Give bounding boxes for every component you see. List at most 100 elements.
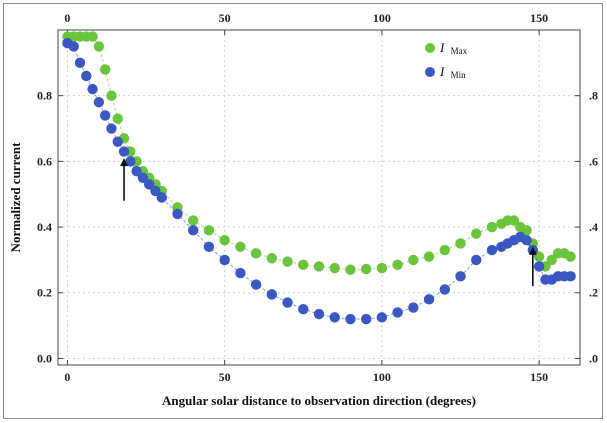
point-min-35 (471, 254, 482, 266)
point-max-24 (298, 259, 309, 271)
point-max-6 (99, 64, 111, 75)
arrow-head-0 (120, 158, 129, 167)
series-points (62, 31, 576, 325)
series-min (62, 37, 576, 325)
point-max-20 (235, 241, 246, 252)
point-min-20 (235, 267, 246, 279)
point-min-24 (298, 303, 309, 315)
x-tick-label-0: 0 (64, 370, 70, 384)
point-min-5 (93, 97, 105, 108)
right-tick-label-1: .6 (589, 154, 598, 168)
point-max-21 (250, 248, 262, 259)
point-max-5 (93, 41, 105, 52)
point-min-4 (87, 83, 98, 95)
y-tick-label-3: 0.6 (37, 154, 52, 168)
point-min-8 (112, 136, 123, 147)
legend-label-min-name: I (439, 64, 445, 79)
point-max-22 (266, 253, 278, 264)
point-max-45 (546, 254, 557, 266)
legend-label-max-sub: Max (451, 46, 468, 56)
y-tick-label-0: 0.0 (37, 351, 52, 365)
point-min-7 (106, 123, 117, 134)
point-min-36 (486, 244, 498, 256)
point-max-35 (471, 228, 482, 239)
point-min-32 (423, 294, 435, 305)
point-max-18 (203, 225, 215, 236)
x-tick-label-2: 100 (373, 370, 391, 384)
point-min-3 (81, 70, 92, 82)
point-max-30 (392, 259, 403, 271)
point-max-41 (521, 225, 532, 236)
tick-labels: 0 0 50 50 100 100 150 150 0.0 0.2 0.4 0.6 0.8 .8 .6 .4.… (37, 11, 598, 384)
point-max-31 (408, 254, 419, 266)
point-min-11 (131, 166, 142, 177)
series-max (62, 31, 576, 275)
legend-marker-max (425, 43, 435, 53)
point-min-43 (533, 261, 545, 272)
right-tick-label-3: .2 (589, 286, 598, 300)
y-axis-title: Normalized current (8, 142, 23, 253)
legend-label-max-name: I (439, 40, 445, 55)
right-tick-label-4: .0 (589, 351, 598, 365)
legend-label-min-sub: Min (451, 70, 467, 80)
point-max-7 (106, 90, 117, 101)
point-max-33 (439, 244, 450, 256)
point-max-28 (360, 263, 372, 275)
point-max-8 (112, 113, 123, 124)
point-min-23 (282, 297, 293, 308)
right-tick-label-2: .4 (589, 220, 598, 234)
legend-marker-min (425, 67, 435, 77)
point-min-12 (137, 172, 149, 183)
point-min-2 (74, 57, 86, 69)
point-max-39 (508, 215, 520, 226)
point-max-17 (188, 215, 199, 226)
x-tick-label-3: 150 (530, 370, 548, 384)
series-line-max (67, 36, 571, 271)
top-tick-label-1: 50 (219, 11, 231, 25)
legend: I Max I Min (425, 40, 468, 80)
point-min-13 (143, 179, 155, 190)
point-max-27 (345, 264, 356, 275)
top-tick-label-3: 150 (530, 11, 548, 25)
point-min-18 (203, 241, 215, 252)
point-max-19 (219, 234, 230, 246)
point-min-15 (156, 192, 167, 203)
annotations (120, 158, 537, 287)
point-min-22 (266, 289, 278, 300)
y-tick-label-4: 0.8 (37, 89, 52, 103)
point-max-32 (423, 251, 435, 262)
point-min-41 (521, 234, 532, 246)
point-max-29 (376, 262, 388, 274)
point-max-48 (565, 251, 576, 262)
point-min-6 (99, 110, 111, 121)
point-max-23 (282, 256, 293, 267)
point-min-26 (329, 312, 340, 323)
x-axis-title: Angular solar distance to observation di… (162, 393, 476, 408)
point-min-48 (565, 271, 576, 282)
point-min-29 (376, 312, 388, 323)
point-min-19 (219, 254, 230, 266)
y-tick-label-2: 0.4 (37, 220, 52, 234)
legend-label-min: I Min (439, 64, 466, 80)
point-min-21 (250, 279, 262, 290)
point-min-9 (118, 146, 130, 157)
point-max-34 (455, 238, 466, 249)
point-min-1 (68, 41, 79, 52)
point-min-25 (313, 308, 325, 320)
x-tick-label-1: 50 (219, 370, 231, 384)
y-tick-label-1: 0.2 (37, 286, 52, 300)
point-min-17 (188, 225, 199, 236)
plot-area (57, 29, 581, 366)
arrow-head-1 (528, 246, 537, 255)
point-max-36 (486, 221, 498, 233)
point-min-33 (439, 284, 450, 295)
top-tick-label-0: 0 (64, 11, 70, 25)
point-max-25 (313, 261, 325, 272)
point-min-27 (345, 313, 356, 325)
point-min-34 (455, 271, 466, 282)
legend-label-max: I Max (439, 40, 468, 56)
point-max-4 (87, 31, 98, 42)
point-min-28 (360, 313, 372, 325)
point-min-10 (125, 156, 136, 167)
